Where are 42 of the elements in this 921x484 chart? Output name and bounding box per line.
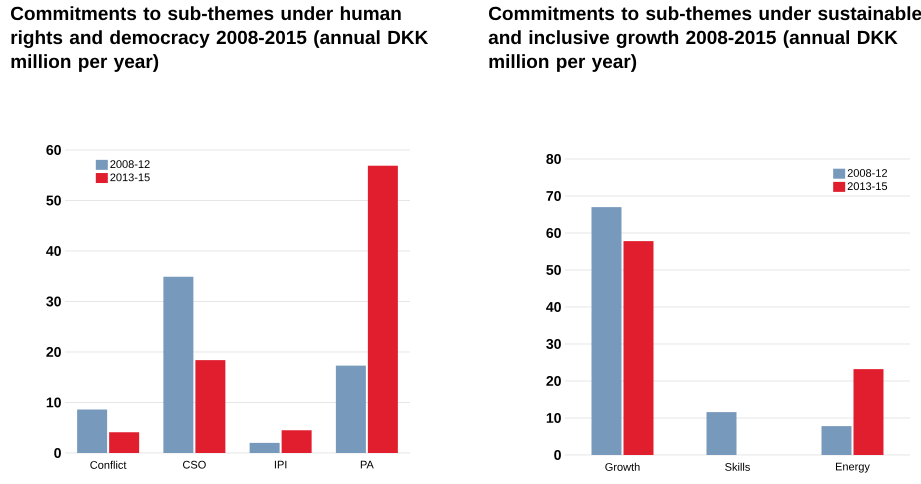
bar [195,360,226,453]
chart-title: Commitments to sub-themes under sustainable and inclusive growth 2008-2015 (annual DKK million per year) [488,6,921,72]
legend-label: 2008-12 [110,160,150,168]
bar [282,430,312,453]
y-tick-label: 50 [546,265,561,275]
bar [368,166,398,453]
bar [77,410,108,453]
x-tick-label: Energy [836,462,870,473]
x-tick-label: Skills [725,462,750,471]
x-tick-label: Growth [605,462,640,471]
bar [109,432,140,453]
y-tick-label: 40 [546,302,561,312]
y-tick-label: 30 [546,339,561,349]
bar [853,369,884,455]
bar [624,241,654,455]
legend-label: 2013-15 [110,173,150,182]
x-tick-label: CSO [183,460,206,469]
bar [336,366,366,453]
y-tick-label: 60 [46,145,61,155]
y-tick-label: 10 [46,398,61,408]
chart-title: Commitments to sub-themes under human rights and democracy 2008-2015 (annual DKK million per year) [10,6,428,72]
y-tick-label: 50 [46,196,61,206]
y-tick-label: 60 [546,228,561,238]
y-tick-label: 0 [554,450,561,460]
bar [250,442,280,453]
bar [163,276,194,453]
y-tick-label: 20 [46,347,61,357]
y-tick-label: 30 [46,296,61,306]
y-tick-label: 10 [546,413,561,423]
y-tick-label: 0 [54,448,61,458]
y-tick-label: 80 [546,154,561,164]
x-tick-label: IPI [274,460,286,468]
bar [592,207,622,455]
y-tick-label: 70 [546,191,561,201]
x-tick-label: PA [360,460,374,468]
y-tick-label: 20 [546,376,561,386]
y-tick-label: 40 [46,246,61,256]
legend-label: 2013-15 [848,182,888,190]
x-tick-label: Conflict [90,460,126,469]
bar [822,426,852,455]
bar [706,412,736,455]
legend-label: 2008-12 [848,169,887,177]
